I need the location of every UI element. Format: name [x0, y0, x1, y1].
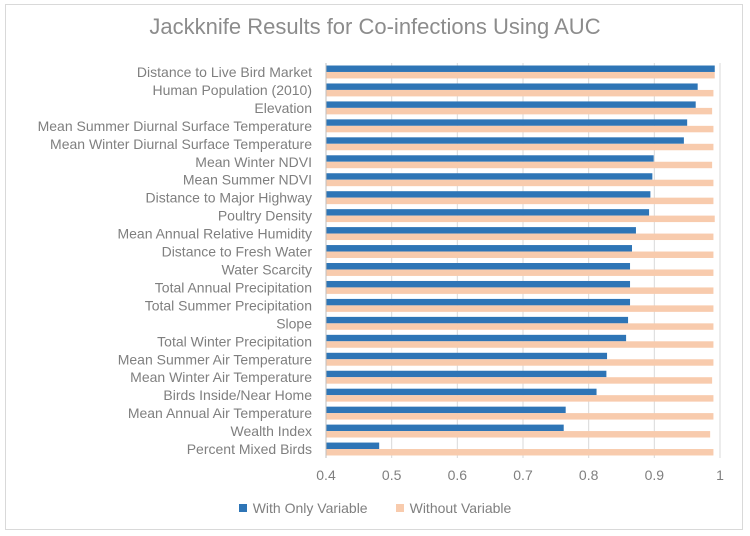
category-label: Total Summer Precipitation	[145, 297, 312, 313]
category-label: Mean Winter NDVI	[195, 154, 312, 170]
chart-title: Jackknife Results for Co-infections Usin…	[149, 14, 601, 39]
bar-with-only-variable	[326, 388, 597, 396]
legend-item-with-only-variable: With Only Variable	[238, 500, 368, 516]
legend-label-without-variable: Without Variable	[409, 500, 512, 516]
x-tick-label: 0.6	[448, 467, 468, 483]
legend-item-without-variable: Without Variable	[395, 500, 512, 516]
bar-with-only-variable	[326, 173, 653, 180]
x-tick-label: 0.7	[513, 467, 533, 483]
legend-swatch-without-variable	[395, 504, 404, 512]
bar-without-variable	[326, 215, 715, 223]
bar-without-variable	[326, 431, 711, 438]
bar-with-only-variable	[326, 83, 698, 90]
bar-with-only-variable	[326, 280, 631, 288]
bar-without-variable	[326, 125, 714, 133]
category-label: Human Population (2010)	[152, 82, 312, 98]
category-label: Total Annual Precipitation	[155, 279, 312, 295]
legend: With Only Variable Without Variable	[0, 500, 750, 516]
category-label: Wealth Index	[231, 423, 312, 439]
category-label: Mean Summer Air Temperature	[118, 351, 312, 367]
bar-with-only-variable	[326, 424, 564, 432]
bar-with-only-variable	[326, 137, 684, 144]
x-tick-label: 0.8	[579, 467, 599, 483]
category-label: Mean Summer NDVI	[183, 172, 312, 188]
bar-without-variable	[326, 107, 713, 115]
category-label: Elevation	[254, 100, 312, 116]
bar-without-variable	[326, 251, 714, 258]
category-label: Distance to Fresh Water	[162, 244, 313, 260]
x-tick-label: 0.5	[382, 467, 402, 483]
bar-without-variable	[326, 305, 714, 312]
bar-with-only-variable	[326, 370, 607, 378]
bar-with-only-variable	[326, 334, 627, 342]
bar-without-variable	[326, 143, 714, 151]
bar-without-variable	[326, 395, 714, 402]
category-label: Distance to Live Bird Market	[137, 64, 312, 80]
bar-with-only-variable	[326, 298, 631, 306]
bar-with-only-variable	[326, 155, 654, 162]
x-tick-label: 0.9	[645, 467, 665, 483]
category-label: Slope	[276, 315, 312, 331]
bar-with-only-variable	[326, 352, 608, 360]
category-label: Total Winter Precipitation	[157, 333, 312, 349]
category-label: Poultry Density	[218, 208, 312, 224]
bar-with-only-variable	[326, 101, 696, 108]
category-label: Distance to Major Highway	[145, 190, 312, 206]
bar-without-variable	[326, 179, 714, 187]
bar-with-only-variable	[326, 406, 566, 414]
x-tick-label: 0.4	[316, 467, 336, 483]
bar-without-variable	[326, 449, 714, 456]
category-label: Mean Winter Air Temperature	[130, 369, 312, 385]
bar-without-variable	[326, 359, 714, 366]
bar-without-variable	[326, 233, 714, 241]
bar-without-variable	[326, 269, 714, 276]
category-label: Water Scarcity	[222, 261, 313, 277]
bar-without-variable	[326, 341, 714, 348]
bar-without-variable	[326, 71, 715, 79]
bar-with-only-variable	[326, 119, 688, 126]
bar-without-variable	[326, 161, 713, 169]
bar-with-only-variable	[326, 209, 650, 216]
bar-with-only-variable	[326, 263, 631, 270]
x-tick-label: 1	[716, 467, 724, 483]
bar-with-only-variable	[326, 245, 633, 252]
legend-swatch-with-only-variable	[238, 504, 247, 512]
category-label: Mean Annual Relative Humidity	[117, 226, 312, 242]
bar-without-variable	[326, 197, 714, 205]
bar-with-only-variable	[326, 65, 715, 72]
category-label: Mean Winter Diurnal Surface Temperature	[50, 136, 312, 152]
bar-with-only-variable	[326, 227, 636, 234]
bar-with-only-variable	[326, 316, 629, 324]
bar-without-variable	[326, 413, 714, 420]
bar-with-only-variable	[326, 191, 651, 198]
category-label: Birds Inside/Near Home	[163, 387, 312, 403]
category-label: Mean Summer Diurnal Surface Temperature	[38, 118, 313, 134]
category-label: Percent Mixed Birds	[187, 441, 312, 457]
bar-with-only-variable	[326, 442, 380, 450]
legend-label-with-only-variable: With Only Variable	[252, 500, 368, 516]
bar-without-variable	[326, 323, 714, 330]
bar-without-variable	[326, 377, 713, 384]
category-label: Mean Annual Air Temperature	[128, 405, 312, 421]
bar-without-variable	[326, 287, 714, 294]
bar-without-variable	[326, 89, 714, 97]
